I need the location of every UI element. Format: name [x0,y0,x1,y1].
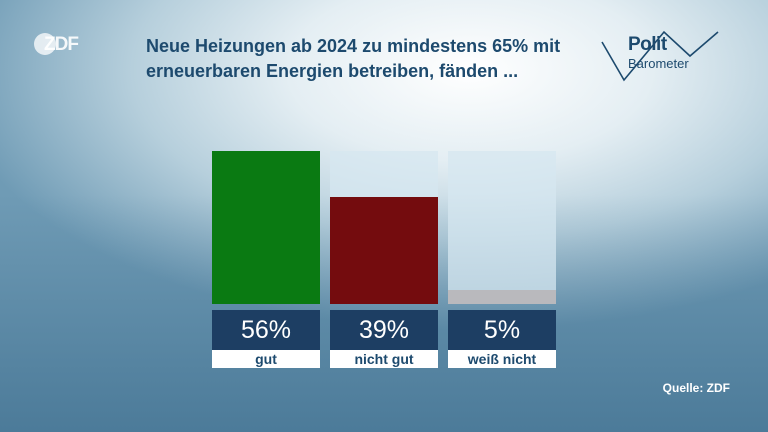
bar-3-category-label: weiß nicht [448,350,556,368]
bar-3-track [448,151,556,304]
bar-1-value-label: 56% [212,310,320,350]
bar-1-fill [212,151,320,304]
chart-title: Neue Heizungen ab 2024 zu mindestens 65%… [146,36,561,81]
bar-2-category-label: nicht gut [330,350,438,368]
politbarometer-logo: Polit Barometer [598,26,722,84]
politbarometer-logo-line1: Polit [628,34,667,55]
zdf-logo-circle-icon [34,33,56,55]
bar-2-value-label: 39% [330,310,438,350]
bar-3-fill [448,290,556,304]
politbarometer-zigzag-icon [601,30,719,82]
source-note: Quelle: ZDF [662,381,730,395]
bar-3-value-label: 5% [448,310,556,350]
zdf-logo-text: ZDF [44,34,79,55]
bar-1-category-label: gut [212,350,320,368]
bar-2-fill [330,197,438,304]
politbarometer-logo-line2: Barometer [628,56,689,71]
zdf-logo: ZDF [34,30,94,58]
